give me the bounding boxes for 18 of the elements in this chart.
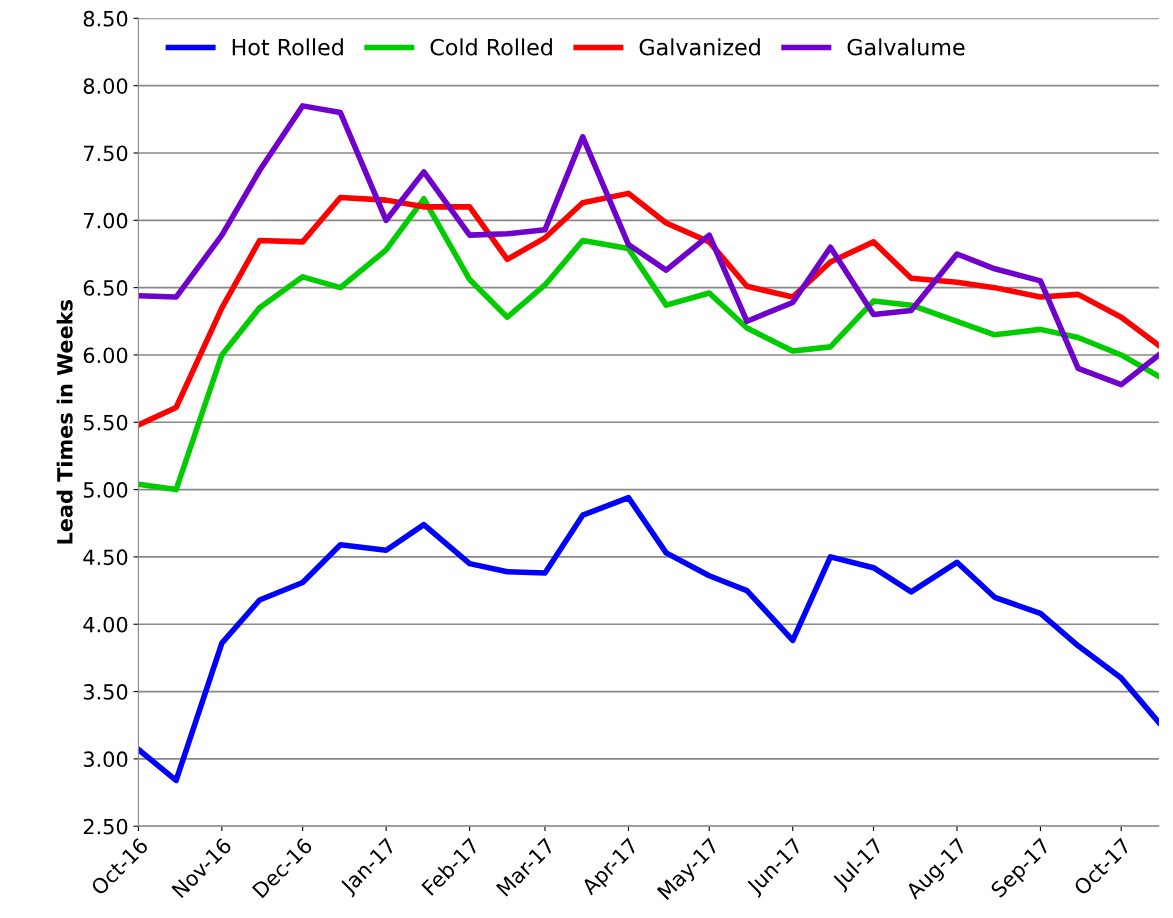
- y-axis-title: Lead Times in Weeks: [56, 300, 73, 544]
- y-tick-label: 5.50: [83, 414, 128, 431]
- legend-label: Hot Rolled: [232, 38, 343, 56]
- y-tick-label: 6.00: [83, 347, 128, 364]
- y-tick-label: 5.00: [83, 482, 128, 498]
- y-tick-label: 6.50: [83, 280, 128, 296]
- y-tick-label: 8.00: [83, 78, 128, 94]
- y-tick-label: 4.00: [83, 616, 128, 633]
- y-tick-label: 2.50: [83, 818, 128, 835]
- y-tick-label: 7.50: [84, 145, 128, 162]
- legend-label: Galvanized: [639, 38, 760, 56]
- y-tick-label: 3.50: [83, 684, 128, 700]
- y-tick-label: 4.50: [83, 549, 128, 566]
- y-tick-label: 8.50: [83, 10, 128, 27]
- legend-label: Galvalume: [847, 38, 965, 56]
- legend-label: Cold Rolled: [430, 38, 552, 56]
- y-tick-label: 3.00: [83, 751, 128, 768]
- y-tick-label: 7.00: [84, 212, 128, 229]
